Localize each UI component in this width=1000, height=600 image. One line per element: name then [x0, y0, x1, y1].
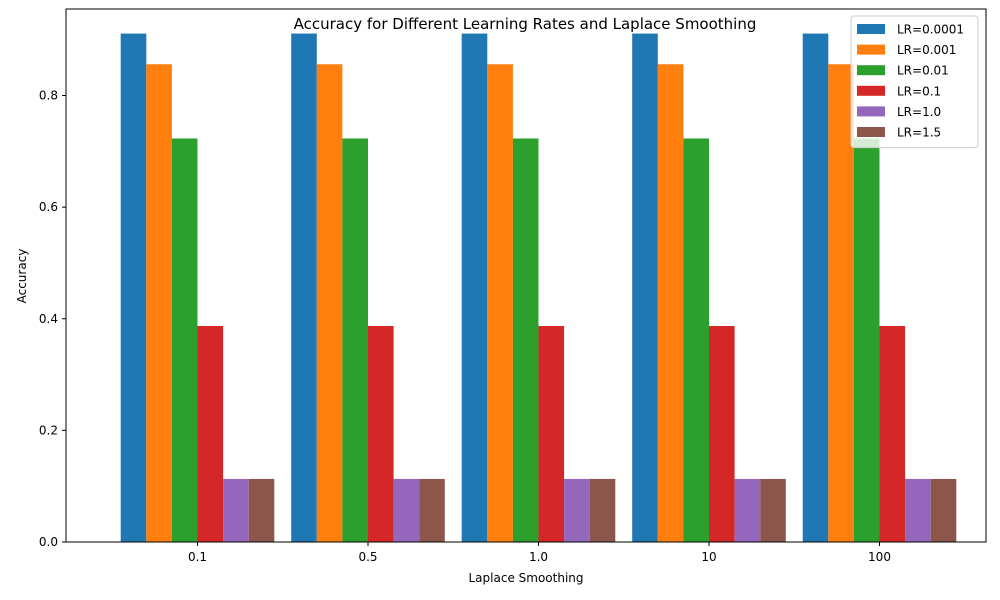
- bar: [146, 64, 172, 542]
- bar: [657, 64, 684, 542]
- legend-swatch: [857, 65, 885, 76]
- chart-title: Accuracy for Different Learning Rates an…: [294, 15, 757, 33]
- x-tick-label: 100: [868, 550, 891, 564]
- y-axis: 0.0 0.2 0.4 0.6 0.8: [39, 89, 66, 549]
- bar: [316, 64, 343, 542]
- bar: [709, 326, 735, 542]
- bar: [368, 326, 394, 542]
- bar: [342, 138, 368, 543]
- plot-frame: [65, 8, 987, 543]
- x-tick-label: 10: [701, 550, 716, 564]
- bar: [802, 33, 829, 543]
- legend-swatch: [857, 85, 885, 96]
- x-tick-label: 0.1: [188, 550, 207, 564]
- bar: [564, 478, 590, 542]
- y-tick-label: 0.0: [39, 535, 58, 549]
- bar: [828, 64, 854, 542]
- bar: [120, 33, 147, 543]
- legend-label: LR=1.5: [897, 126, 941, 140]
- y-axis-title: Accuracy: [15, 249, 29, 304]
- bar: [291, 33, 317, 543]
- bar: [853, 138, 880, 543]
- bar: [197, 326, 224, 542]
- legend-label: LR=1.0: [897, 105, 941, 119]
- bar: [760, 478, 786, 542]
- legend-swatch: [857, 44, 885, 55]
- y-tick-label: 0.2: [39, 423, 58, 437]
- bar: [632, 33, 658, 543]
- bar: [223, 478, 249, 542]
- bar: [589, 478, 616, 542]
- bar: [248, 478, 275, 542]
- legend-label: LR=0.001: [897, 43, 956, 57]
- legend-label: LR=0.1: [897, 84, 941, 98]
- bar: [683, 138, 709, 543]
- y-tick-label: 0.6: [39, 200, 58, 214]
- x-axis-title: Laplace Smoothing: [469, 571, 584, 585]
- bar: [512, 138, 539, 543]
- bar: [461, 33, 488, 543]
- legend: LR=0.0001 LR=0.001 LR=0.01 LR=0.1 LR=1.0 LR=1…: [850, 15, 979, 149]
- bar: [879, 326, 906, 542]
- bar: [393, 478, 420, 542]
- legend-label: LR=0.01: [897, 64, 949, 78]
- y-tick-label: 0.8: [39, 89, 58, 103]
- legend-label: LR=0.0001: [897, 23, 964, 37]
- bar: [487, 64, 513, 542]
- legend-swatch: [857, 127, 885, 137]
- bar: [419, 478, 445, 542]
- legend-swatch: [857, 106, 885, 117]
- bars-group: [120, 33, 957, 543]
- y-tick-label: 0.4: [39, 312, 58, 326]
- bar: [930, 478, 957, 542]
- bar: [171, 138, 198, 543]
- bar: [538, 326, 565, 542]
- x-tick-label: 0.5: [358, 550, 377, 564]
- x-axis: 0.1 0.5 1.0 10 100: [188, 542, 891, 564]
- bar: [905, 478, 931, 542]
- legend-swatch: [857, 24, 885, 34]
- x-tick-label: 1.0: [529, 550, 548, 564]
- bar: [734, 478, 761, 542]
